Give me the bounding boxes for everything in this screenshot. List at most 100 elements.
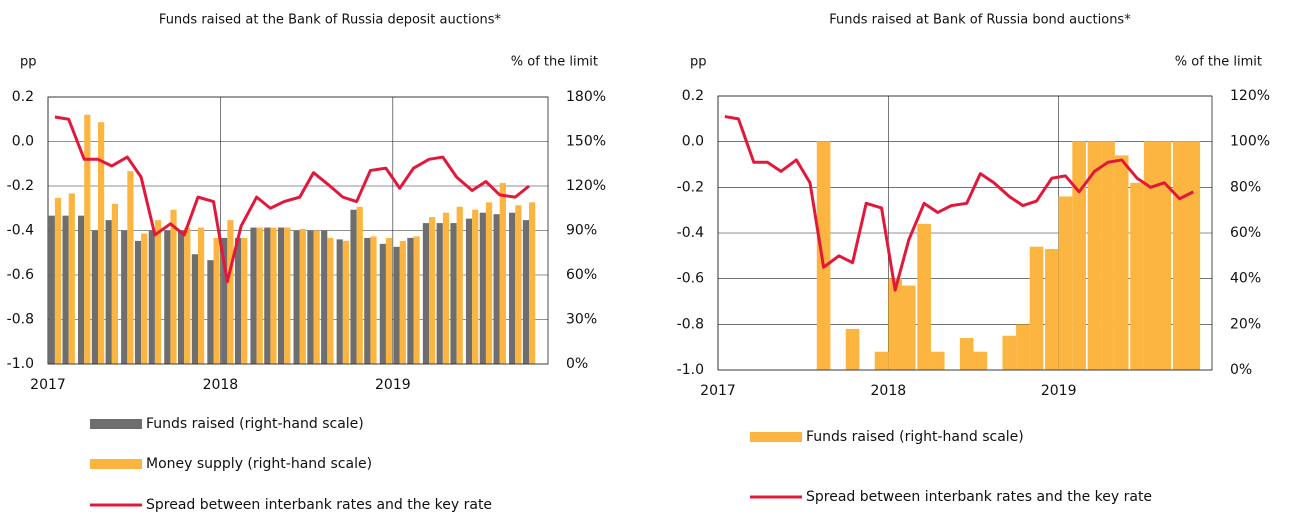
bar — [1087, 141, 1102, 370]
bar — [874, 351, 889, 370]
legend-label: Spread between interbank rates and the k… — [806, 489, 1152, 505]
bar — [499, 183, 506, 364]
spread-line — [724, 115, 1194, 292]
y-tick-label: -1.0 — [677, 362, 704, 378]
bar — [465, 218, 473, 364]
bar — [293, 230, 300, 364]
y-tick-label: 0.0 — [682, 134, 704, 150]
bar — [1130, 182, 1144, 370]
plot-frame — [717, 95, 1213, 371]
x-tick-label: 2019 — [375, 377, 411, 393]
bar — [1016, 324, 1030, 370]
legend-label: Funds raised (right-hand scale) — [146, 416, 364, 432]
bar — [1101, 141, 1115, 370]
bar — [111, 203, 118, 364]
y2-tick-label: 150% — [566, 134, 606, 150]
bar — [284, 227, 291, 364]
legend-label: Money supply (right-hand scale) — [146, 456, 372, 472]
bar — [62, 215, 69, 364]
bar — [342, 240, 350, 364]
bar — [1114, 155, 1129, 370]
bar — [393, 246, 400, 364]
y-tick-label: -0.6 — [7, 267, 34, 283]
bar — [48, 215, 55, 364]
y2-tick-label: 180% — [566, 89, 606, 105]
bar — [364, 237, 371, 364]
bar — [816, 141, 831, 370]
y2-tick-label: 80% — [1230, 179, 1261, 195]
bar — [307, 230, 314, 364]
y-tick-label: -0.4 — [677, 225, 704, 241]
y-tick-label: 0.2 — [12, 89, 34, 105]
bar — [450, 223, 457, 364]
y2-tick-label: 100% — [1230, 134, 1270, 150]
bar — [1045, 248, 1059, 370]
bar — [321, 230, 328, 364]
y2-tick-label: 90% — [566, 223, 597, 239]
legend-swatch — [750, 432, 802, 442]
bar — [84, 114, 91, 364]
spread-line — [54, 115, 530, 284]
x-tick-label: 2018 — [203, 377, 239, 393]
bar — [141, 233, 148, 364]
x-tick-label: 2019 — [1041, 383, 1077, 399]
y-tick-label: -0.6 — [677, 271, 704, 287]
bar — [98, 122, 105, 364]
bar — [1072, 141, 1086, 370]
y-tick-label: -0.8 — [677, 316, 704, 332]
y-axis-label: pp — [690, 55, 707, 70]
y-tick-label: -1.0 — [7, 356, 34, 372]
bar — [442, 212, 450, 364]
y2-axis-label: % of the limit — [1175, 55, 1262, 70]
bar — [170, 209, 177, 364]
y-tick-label: -0.2 — [7, 178, 34, 194]
y-tick-label: -0.8 — [7, 312, 34, 328]
bar — [234, 237, 242, 364]
bar — [336, 239, 343, 364]
bar — [250, 227, 257, 364]
chart-title: Funds raised at Bank of Russia bond auct… — [829, 13, 1131, 28]
bar — [1058, 196, 1073, 370]
bar — [198, 227, 205, 364]
legend-label: Funds raised (right-hand scale) — [806, 429, 1024, 445]
bar — [270, 227, 277, 364]
y-axis-label: pp — [20, 55, 37, 70]
x-tick-label: 2018 — [871, 383, 907, 399]
bar — [917, 223, 931, 370]
bar — [178, 230, 185, 364]
bar — [299, 229, 306, 364]
bar — [422, 223, 430, 364]
y2-axis-label: % of the limit — [511, 55, 598, 70]
bar — [493, 214, 500, 364]
bar — [241, 237, 248, 364]
x-tick-label: 2017 — [700, 383, 736, 399]
bar — [509, 212, 516, 364]
bar — [413, 236, 420, 364]
bar — [121, 230, 128, 364]
bar — [278, 227, 285, 364]
y-tick-label: -0.2 — [677, 179, 704, 195]
bar — [407, 237, 414, 364]
y2-tick-label: 0% — [566, 356, 588, 372]
bar — [1186, 141, 1201, 370]
bar — [485, 202, 493, 364]
bar — [327, 237, 334, 364]
bar — [1143, 141, 1158, 370]
y2-tick-label: 20% — [1230, 316, 1261, 332]
y2-tick-label: 60% — [566, 267, 597, 283]
bar — [1002, 335, 1017, 370]
y2-tick-label: 0% — [1230, 362, 1252, 378]
bar — [213, 237, 220, 364]
bar — [529, 202, 536, 364]
bar — [888, 278, 902, 370]
bar — [350, 209, 357, 364]
y-tick-label: 0.0 — [12, 134, 34, 150]
bar — [54, 197, 62, 364]
bar — [227, 220, 234, 364]
bar — [436, 223, 443, 364]
bar — [1157, 141, 1172, 370]
bar — [515, 205, 522, 364]
bar — [148, 230, 155, 364]
bar — [78, 215, 85, 364]
